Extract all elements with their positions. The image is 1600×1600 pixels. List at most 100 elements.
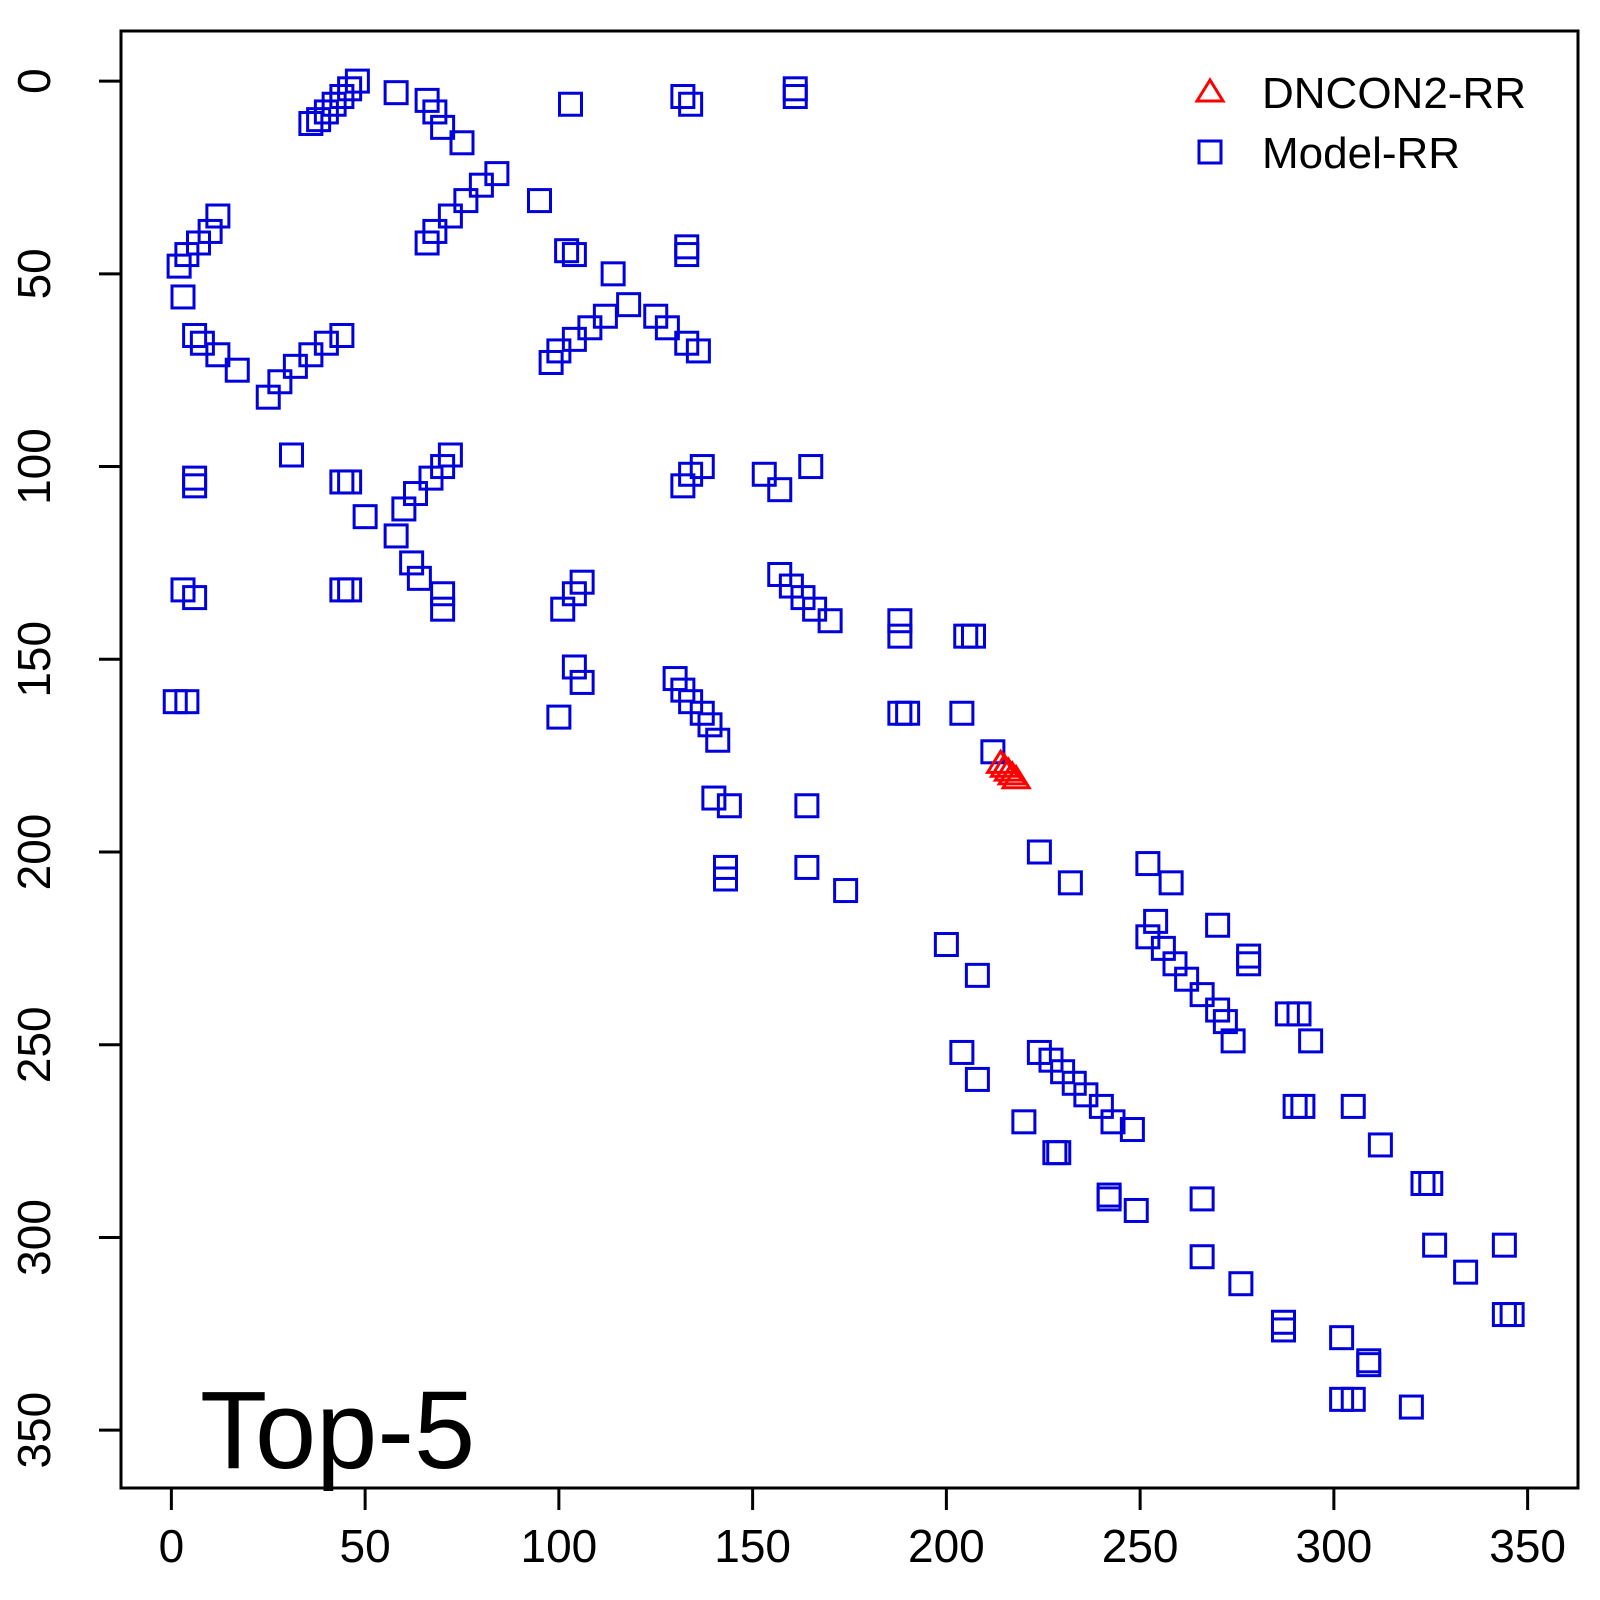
model-rr-point — [558, 91, 583, 117]
model-rr-point — [1236, 943, 1262, 969]
model-rr-point — [414, 230, 440, 256]
model-rr-point — [798, 454, 824, 480]
model-rr-point — [674, 242, 700, 268]
model-rr-point — [224, 357, 250, 383]
model-rr-point — [430, 581, 456, 607]
model-rr-point — [383, 80, 409, 106]
legend-marker-model-rr — [1197, 139, 1223, 165]
model-rr-point — [949, 700, 975, 726]
model-rr-point — [794, 854, 820, 880]
model-rr-point — [329, 577, 355, 603]
x-tick-label: 100 — [521, 1520, 598, 1572]
model-rr-point — [1290, 1093, 1316, 1119]
y-tick-label: 100 — [8, 428, 60, 505]
model-rr-point — [306, 107, 332, 133]
model-rr-point — [174, 689, 200, 715]
model-rr-point — [205, 203, 231, 229]
model-rr-point — [1212, 1009, 1238, 1035]
model-rr-point — [833, 878, 859, 904]
legend-label-model-rr: Model-RR — [1262, 129, 1460, 178]
model-rr-point — [1174, 966, 1200, 992]
model-rr-point — [654, 315, 680, 341]
model-rr-point — [1286, 1001, 1312, 1027]
model-rr-point — [964, 1066, 990, 1092]
model-rr-point — [391, 496, 417, 522]
model-rr-point — [1422, 1232, 1448, 1258]
model-rr-point — [329, 469, 355, 495]
y-tick-label: 150 — [8, 621, 60, 698]
model-rr-point — [1011, 1109, 1037, 1135]
model-rr-point — [1398, 1394, 1424, 1420]
model-rr-point — [1046, 1140, 1072, 1166]
model-rr-point — [418, 465, 444, 491]
model-rr-point — [685, 338, 711, 364]
model-rr-point — [337, 577, 363, 603]
model-rr-point — [422, 99, 448, 125]
y-tick-label: 350 — [8, 1392, 60, 1469]
model-rr-point — [670, 473, 696, 499]
model-rr-point — [1499, 1302, 1525, 1328]
model-rr-point — [895, 700, 921, 726]
legend-label-dncon2-rr: DNCON2-RR — [1262, 69, 1526, 118]
model-rr-point — [344, 68, 370, 94]
model-rr-point — [1119, 1117, 1145, 1143]
model-rr-point — [383, 523, 409, 549]
x-tick-label: 50 — [340, 1520, 391, 1572]
model-rr-point — [279, 442, 304, 468]
model-rr-point — [713, 866, 738, 892]
model-rr-point — [468, 172, 494, 198]
model-rr-point — [182, 323, 208, 349]
model-rr-point — [329, 84, 355, 110]
model-rr-point — [554, 238, 580, 264]
model-rr-point — [1329, 1325, 1355, 1351]
x-tick-label: 350 — [1489, 1520, 1566, 1572]
model-rr-point — [670, 84, 696, 110]
model-rr-point — [887, 623, 913, 649]
model-rr-point — [453, 188, 479, 214]
model-rr-points — [162, 68, 1525, 1420]
model-rr-point — [546, 704, 572, 730]
model-rr-point — [1236, 951, 1262, 977]
model-rr-point — [1453, 1259, 1479, 1285]
model-rr-point — [887, 608, 913, 634]
model-rr-point — [1096, 1186, 1122, 1212]
model-rr-point — [961, 623, 986, 649]
model-rr-point — [437, 203, 463, 229]
model-rr-point — [182, 473, 208, 499]
model-rr-point — [1220, 1028, 1246, 1054]
model-rr-point — [430, 114, 456, 140]
model-rr-point — [1367, 1132, 1393, 1158]
model-rr-point — [182, 585, 208, 611]
model-rr-point — [1271, 1309, 1296, 1335]
model-rr-point — [949, 1039, 975, 1065]
model-rr-point — [550, 596, 576, 622]
model-rr-point — [430, 596, 456, 622]
model-rr-point — [953, 623, 979, 649]
plot-frame — [119, 29, 1580, 1490]
model-rr-point — [182, 465, 208, 491]
model-rr-point — [321, 91, 347, 117]
model-rr-point — [449, 130, 475, 156]
model-rr-point — [1271, 1317, 1296, 1343]
model-rr-point — [933, 932, 959, 958]
model-rr-point — [527, 188, 552, 214]
x-tick-label: 0 — [159, 1520, 185, 1572]
model-rr-point — [1491, 1232, 1517, 1258]
model-rr-point — [561, 654, 587, 680]
x-tick-label: 200 — [908, 1520, 985, 1572]
model-rr-point — [782, 76, 808, 102]
y-tick-label: 200 — [8, 814, 60, 891]
y-axis: 0 50 100 150 200 250 300 350 — [8, 68, 123, 1469]
x-axis: 0 50 100 150 200 250 300 350 — [159, 1486, 1566, 1572]
legend-marker-dncon2-rr — [1194, 77, 1226, 103]
model-rr-point — [1123, 1197, 1149, 1223]
model-rr-point — [1410, 1170, 1436, 1196]
model-rr-point — [1158, 870, 1184, 896]
model-rr-point — [1298, 1028, 1324, 1054]
model-rr-point — [1340, 1093, 1366, 1119]
x-tick-label: 300 — [1296, 1520, 1373, 1572]
model-rr-point — [782, 84, 808, 110]
model-rr-point — [1356, 1352, 1382, 1378]
model-rr-point — [1135, 851, 1161, 877]
